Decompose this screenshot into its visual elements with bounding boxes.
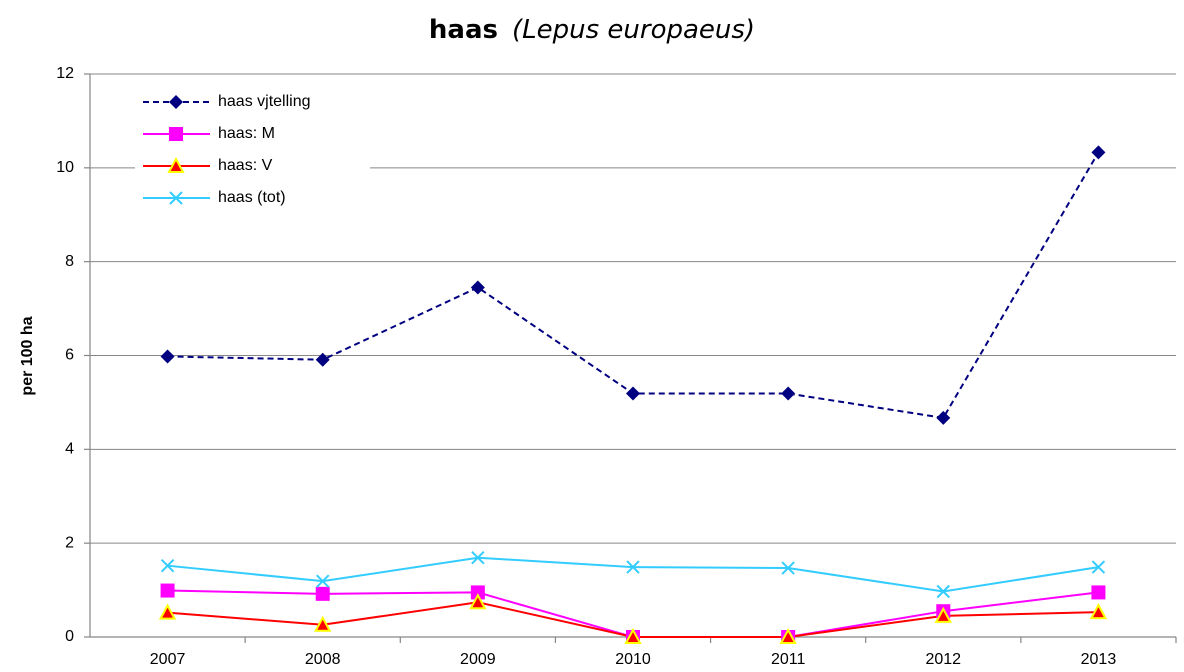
data-point — [1091, 585, 1106, 600]
legend-marker — [169, 95, 183, 109]
chart-title: haas (Lepus europaeus) — [429, 15, 755, 45]
data-point — [316, 574, 330, 588]
data-point — [1089, 603, 1108, 620]
title: haas — [429, 15, 498, 45]
y-tick-label: 2 — [65, 534, 74, 551]
legend-marker — [169, 127, 183, 141]
y-tick-label: 10 — [56, 159, 74, 176]
data-point — [470, 585, 485, 600]
data-point — [314, 615, 332, 632]
data-point — [934, 606, 952, 623]
x-tick-label: 2013 — [1081, 651, 1117, 668]
x-tick-label: 2011 — [771, 651, 806, 668]
legend-marker — [169, 191, 183, 205]
data-point — [160, 349, 175, 364]
y-tick-label: 4 — [65, 441, 74, 458]
y-tick-label: 6 — [65, 347, 74, 364]
data-point — [158, 603, 177, 620]
data-point — [1091, 560, 1106, 574]
y-tick-label: 0 — [65, 628, 74, 645]
data-point — [779, 627, 797, 644]
x-tick-label: 2007 — [150, 651, 186, 668]
data-point — [160, 583, 175, 598]
data-point — [624, 627, 642, 644]
data-point — [315, 586, 330, 601]
data-point — [471, 551, 485, 565]
y-tick-label: 12 — [56, 65, 74, 82]
data-point — [1091, 145, 1106, 160]
legend-label: haas: V — [218, 157, 273, 174]
data-point — [936, 584, 950, 599]
data-point — [781, 561, 795, 575]
data-point — [781, 386, 796, 401]
legend-label: haas: M — [218, 125, 275, 142]
legend-marker — [167, 156, 185, 173]
legend-label: haas vjtelling — [218, 93, 311, 110]
legend-label: haas (tot) — [218, 189, 286, 206]
data-point — [160, 558, 175, 573]
data-point — [626, 560, 640, 574]
data-point — [315, 352, 330, 367]
y-tick-label: 8 — [65, 253, 74, 270]
x-tick-label: 2009 — [460, 651, 496, 668]
data-point — [469, 593, 487, 610]
subtitle: (Lepus europaeus) — [512, 15, 755, 45]
data-point — [626, 386, 640, 401]
x-tick-label: 2010 — [615, 651, 651, 668]
x-tick-label: 2008 — [305, 651, 341, 668]
x-tick-label: 2012 — [925, 651, 961, 668]
data-point — [470, 280, 485, 295]
y-axis-label: per 100 ha — [19, 316, 36, 395]
series-line — [167, 556, 1099, 593]
data-point — [936, 410, 951, 425]
